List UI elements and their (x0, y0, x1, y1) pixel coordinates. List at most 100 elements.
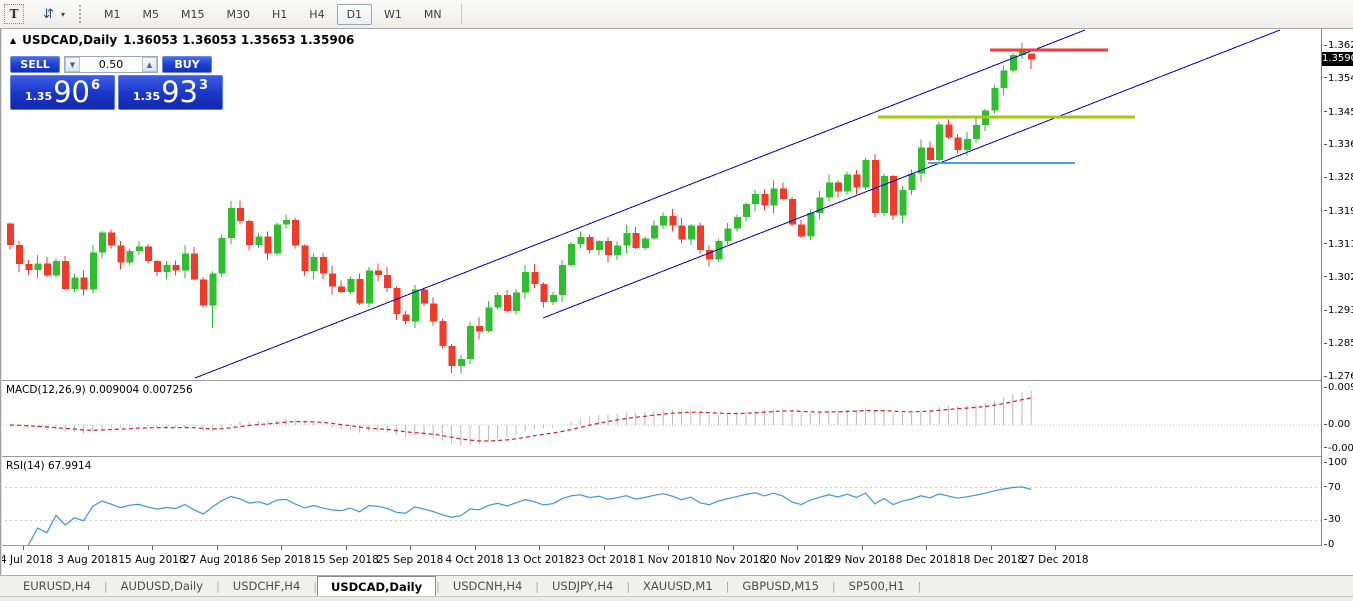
timeframe-h4[interactable]: H4 (309, 7, 325, 21)
arrows-tool-icon[interactable]: ⇵ (43, 6, 54, 22)
chart-tab-usdchf-h4[interactable]: USDCHF,H4 (232, 579, 301, 593)
rsi-axis-label: 30 (1324, 514, 1341, 526)
axis-tick (1324, 423, 1327, 425)
price-axis-label: 1.32825 (1324, 172, 1353, 184)
chart-tab-eurusd-h4[interactable]: EURUSD,H4 (23, 579, 91, 593)
candlestick-chart[interactable] (0, 29, 1321, 380)
timeframe-d1[interactable]: D1 (336, 3, 373, 25)
date-tick (410, 546, 411, 550)
timeframe-h1[interactable]: H1 (272, 7, 288, 21)
timeframe-m5[interactable]: M5 (142, 7, 160, 21)
buy-price-prefix: 1.35 (132, 90, 161, 103)
timeframe-m15[interactable]: M15 (181, 7, 205, 21)
chart-tab-usdcad-daily[interactable]: USDCAD,Daily (316, 576, 437, 596)
date-tick (539, 546, 540, 550)
rsi-axis-label: 70 (1324, 482, 1341, 494)
rsi-chart[interactable] (0, 457, 1321, 545)
date-label: 3 Aug 2018 (57, 554, 118, 566)
rsi-label: RSI(14) 67.9914 (6, 460, 92, 472)
axis-tick (1324, 176, 1327, 178)
date-label: 18 Dec 2018 (956, 554, 1025, 566)
chart-symbol-period: USDCAD,Daily (22, 33, 118, 47)
buy-button[interactable]: BUY (162, 56, 212, 73)
date-tick (87, 546, 89, 550)
macd-pane[interactable]: MACD(12,26,9) 0.009004 0.007256 (0, 381, 1321, 456)
sell-price-button[interactable]: 1.35 90 6 (10, 75, 115, 110)
timeframe-mn[interactable]: MN (423, 7, 442, 21)
chart-tab-sp500-h1[interactable]: SP500,H1 (848, 579, 905, 593)
tab-separator: | (917, 579, 922, 593)
date-tick (345, 546, 347, 550)
date-label: 24 Jul 2018 (0, 554, 53, 566)
pane-divider[interactable] (0, 380, 1321, 381)
tab-separator: | (216, 579, 220, 593)
date-tick (797, 546, 798, 550)
date-label: 6 Sep 2018 (251, 554, 311, 566)
timeframe-m30[interactable]: M30 (226, 7, 251, 21)
date-label: 15 Sep 2018 (312, 554, 379, 566)
timeframe-m1[interactable]: M1 (104, 7, 121, 21)
one-click-collapse-icon[interactable]: ▲ (10, 35, 17, 45)
chart-tab-xauusd-m1[interactable]: XAUUSD,M1 (643, 579, 713, 593)
sell-price-prefix: 1.35 (24, 90, 53, 103)
date-tick (926, 546, 927, 550)
axis-tick (1324, 543, 1327, 545)
date-label: 15 Aug 2018 (118, 554, 186, 566)
text-tool-button[interactable]: T (4, 4, 24, 24)
date-tick (281, 546, 282, 550)
axis-tick (1324, 518, 1327, 520)
date-label: 13 Oct 2018 (506, 554, 572, 566)
rsi-axis-label: 100 (1324, 457, 1347, 469)
toolbar-separator (460, 4, 462, 24)
arrows-dropdown-icon[interactable]: ▾ (61, 9, 66, 19)
date-tick (474, 546, 476, 550)
axis-tick (1324, 309, 1327, 311)
rsi-axis-label: 0 (1324, 539, 1334, 551)
chart-title: ▲ USDCAD,Daily 1.36053 1.36053 1.35653 1… (10, 33, 354, 47)
chart-tab-gbpusd-m15[interactable]: GBPUSD,M15 (742, 579, 819, 593)
price-axis-label: 1.31950 (1324, 206, 1353, 218)
pane-divider[interactable] (0, 456, 1321, 457)
volume-decrease-button[interactable]: ▼ (65, 57, 80, 72)
price-axis-label: 1.34525 (1324, 107, 1353, 119)
axis-tick (1324, 243, 1327, 245)
rsi-pane[interactable]: RSI(14) 67.9914 (0, 457, 1321, 545)
axis-tick (1324, 210, 1327, 212)
sell-price-big: 90 (53, 75, 90, 109)
price-axis-label: 1.35400 (1324, 73, 1353, 85)
tab-separator: | (436, 579, 440, 593)
macd-axis-label: -0.006182 (1324, 443, 1353, 455)
axis-tick (1324, 143, 1327, 145)
buy-price-button[interactable]: 1.35 93 3 (118, 75, 223, 110)
chart-tab-audusd-daily[interactable]: AUDUSD,Daily (120, 579, 204, 593)
date-tick (603, 546, 605, 550)
price-axis-label: 1.28525 (1324, 338, 1353, 350)
axis-tick (1324, 461, 1327, 463)
volume-input[interactable] (80, 57, 142, 72)
volume-increase-button[interactable]: ▲ (142, 57, 157, 72)
date-label: 1 Nov 2018 (637, 554, 699, 566)
toolbar: T ⇵ ▾ M1 M5 M15 M30 H1 H4 D1 W1 MN (0, 0, 1353, 29)
date-tick (668, 546, 669, 550)
price-axis-label: 1.36250 (1324, 40, 1353, 52)
axis-tick (1324, 375, 1327, 377)
price-axis[interactable]: 1.35906 1.36250 1.35400 1.34525 1.33675 1.32… (1321, 29, 1353, 550)
sell-price-sup: 6 (91, 78, 101, 93)
macd-label: MACD(12,26,9) 0.009004 0.007256 (6, 384, 193, 396)
toolbar-grip[interactable] (79, 5, 83, 23)
date-tick (23, 546, 24, 550)
date-label: 27 Dec 2018 (1021, 554, 1089, 566)
sell-button[interactable]: SELL (10, 56, 60, 73)
price-axis-label: 1.29375 (1324, 305, 1353, 317)
macd-chart[interactable] (0, 381, 1321, 456)
date-tick (732, 546, 734, 550)
chart-tab-usdjpy-h4[interactable]: USDJPY,H4 (552, 579, 614, 593)
chart-tab-usdcnh-h4[interactable]: USDCNH,H4 (452, 579, 523, 593)
chart-tab-bar: EURUSD,H4 | AUDUSD,Daily | USDCHF,H4 | USDCAD,… (0, 575, 1353, 596)
date-label: 23 Oct 2018 (571, 554, 636, 566)
date-label: 27 Aug 2018 (182, 554, 251, 566)
volume-stepper: ▼ ▲ (64, 56, 158, 73)
timeframe-w1[interactable]: W1 (384, 7, 402, 21)
